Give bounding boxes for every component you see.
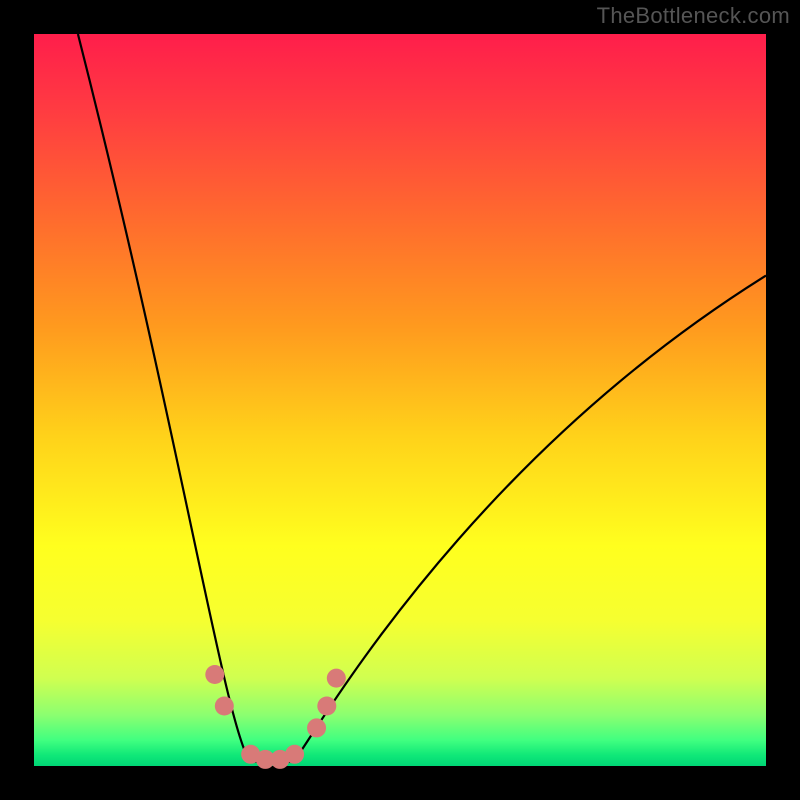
curve-marker	[205, 665, 224, 684]
curve-marker	[317, 696, 336, 715]
curve-marker	[285, 745, 304, 764]
bottleneck-chart	[0, 0, 800, 800]
chart-stage: TheBottleneck.com	[0, 0, 800, 800]
watermark-text: TheBottleneck.com	[597, 3, 790, 29]
curve-marker	[327, 669, 346, 688]
gradient-background	[34, 34, 766, 766]
curve-marker	[215, 696, 234, 715]
curve-marker	[307, 718, 326, 737]
